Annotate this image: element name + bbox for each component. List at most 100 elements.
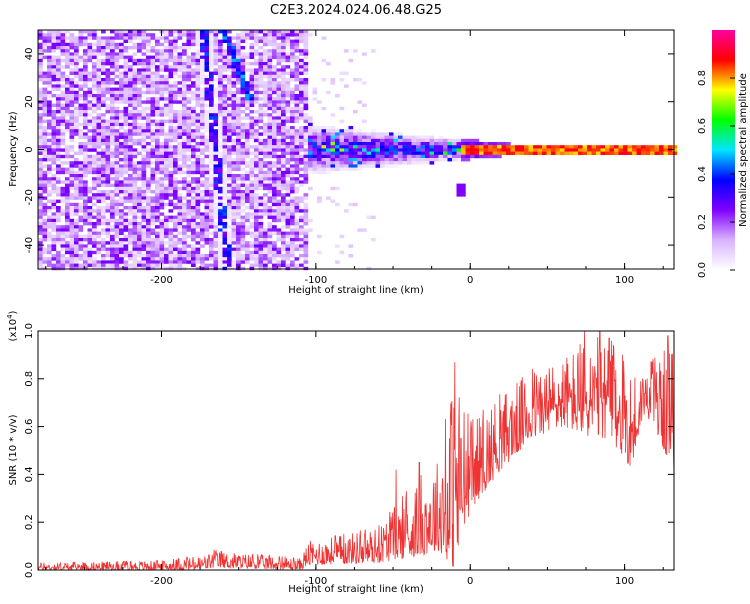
spectrogram-cell (447, 151, 453, 155)
spectrogram-cell (96, 190, 102, 194)
spectrogram-cell (51, 119, 57, 123)
spectrogram-cell (42, 170, 48, 175)
spectrogram-cell (92, 132, 97, 136)
spectrogram-cell (258, 250, 264, 255)
spectrogram-cell (150, 174, 156, 178)
spectrogram-cell (267, 174, 273, 178)
spectrogram-cell (159, 161, 165, 165)
spectrogram-cell (312, 129, 318, 133)
spectrogram-cell (209, 122, 214, 127)
spectrogram-cell (411, 158, 417, 162)
spectrogram-cell (47, 30, 52, 34)
spectrogram-cell (65, 206, 70, 210)
spectrogram-cell (101, 103, 106, 107)
spectrogram-cell (272, 84, 277, 88)
spectrogram-cell (393, 154, 399, 159)
spectrogram-cell (281, 170, 286, 175)
spectrogram-cell (60, 65, 66, 69)
spectrogram-cell (290, 87, 295, 91)
spectrogram-cell (128, 238, 133, 242)
spectrogram-cell (632, 148, 637, 152)
spectrogram-cell (159, 55, 165, 59)
spectrogram-cell (267, 177, 273, 181)
spectrogram-cell (227, 62, 232, 66)
spectrogram-cell (299, 228, 304, 232)
spectrogram-cell (168, 103, 174, 107)
spectrogram-cell (119, 202, 124, 207)
spectrogram-cell (204, 81, 210, 85)
spectrogram-cell (60, 90, 66, 95)
snr-series-line (37, 330, 675, 572)
spectrogram-cell (51, 65, 57, 69)
spectrogram-cell (119, 87, 124, 91)
spectrogram-cell (51, 132, 57, 136)
spectrogram-cell (236, 46, 241, 50)
colorbar-tick-label: 0.0 (697, 262, 708, 278)
spectrogram-cell (128, 145, 133, 149)
spectrogram-cell (191, 238, 196, 242)
spectrogram-cell (110, 206, 115, 210)
spectrogram-cell (258, 247, 264, 251)
spectrogram-cell (101, 119, 106, 123)
spectrogram-cell (150, 122, 156, 127)
spectrogram-cell (281, 116, 286, 120)
spectrogram-cell (186, 225, 192, 229)
spectrogram-cell (191, 231, 196, 235)
spectrogram-cell (281, 42, 286, 47)
spectrogram-cell (159, 247, 165, 251)
spectrogram-cell (191, 36, 196, 40)
spectrogram-cell (150, 97, 156, 101)
spectrogram-cell (168, 164, 174, 168)
spectrogram-cell (281, 215, 286, 219)
spectrogram-cell (218, 199, 223, 203)
spectrogram-cell (195, 90, 201, 95)
spectrogram-cell (290, 30, 295, 34)
spectrogram-cell (267, 87, 273, 91)
spectrogram-cell (137, 254, 142, 258)
spectrogram-cell (227, 170, 232, 175)
spectrogram-cell (137, 103, 142, 107)
spectrogram-cell (258, 231, 264, 235)
spectrogram-cell (182, 68, 187, 72)
spectrogram-cell (308, 154, 313, 159)
spectrogram-cell (69, 33, 75, 37)
spectrogram-cell (182, 97, 187, 101)
spectrogram-cell (452, 151, 457, 155)
spectrogram-cell (528, 151, 534, 155)
spectrogram-cell (267, 65, 273, 69)
spectrogram-cell (92, 103, 97, 107)
spectrogram-cell (191, 263, 196, 267)
spectrogram-cell (164, 254, 169, 258)
spectrogram-cell (168, 263, 174, 267)
spectrogram-cell (321, 142, 327, 146)
spectrogram-cell (209, 100, 214, 104)
spectrogram-cell (258, 145, 264, 149)
spectrogram-cell (380, 132, 385, 136)
spectrogram-cell (321, 78, 327, 82)
spectrogram-cell (299, 49, 304, 53)
spectrogram-cell (141, 164, 147, 168)
spectrogram-cell (60, 234, 66, 239)
spectrogram-cell (123, 193, 129, 197)
spectrogram-cell (272, 33, 277, 37)
spectrogram-cell (65, 106, 70, 111)
spectrogram-cell (285, 55, 291, 59)
spectrogram-cell (128, 212, 133, 216)
spectrogram-cell (267, 241, 273, 245)
spectrogram-cell (96, 177, 102, 181)
spectrogram-cell (141, 145, 147, 149)
spectrogram-cell (168, 186, 174, 191)
spectrogram-cell (105, 241, 111, 245)
spectrogram-cell (254, 49, 259, 53)
spectrogram-cell (92, 84, 97, 88)
spectrogram-cell (285, 250, 291, 255)
spectrogram-cell (65, 74, 70, 79)
spectrogram-cell (317, 129, 322, 133)
spectrogram-cell (290, 238, 295, 242)
spectrogram-cell (285, 129, 291, 133)
spectrogram-cell (285, 247, 291, 251)
spectrogram-cell (155, 100, 160, 104)
spectrogram-cell (668, 151, 673, 155)
spectrogram-cell (110, 55, 115, 59)
spectrogram-cell (200, 74, 205, 79)
